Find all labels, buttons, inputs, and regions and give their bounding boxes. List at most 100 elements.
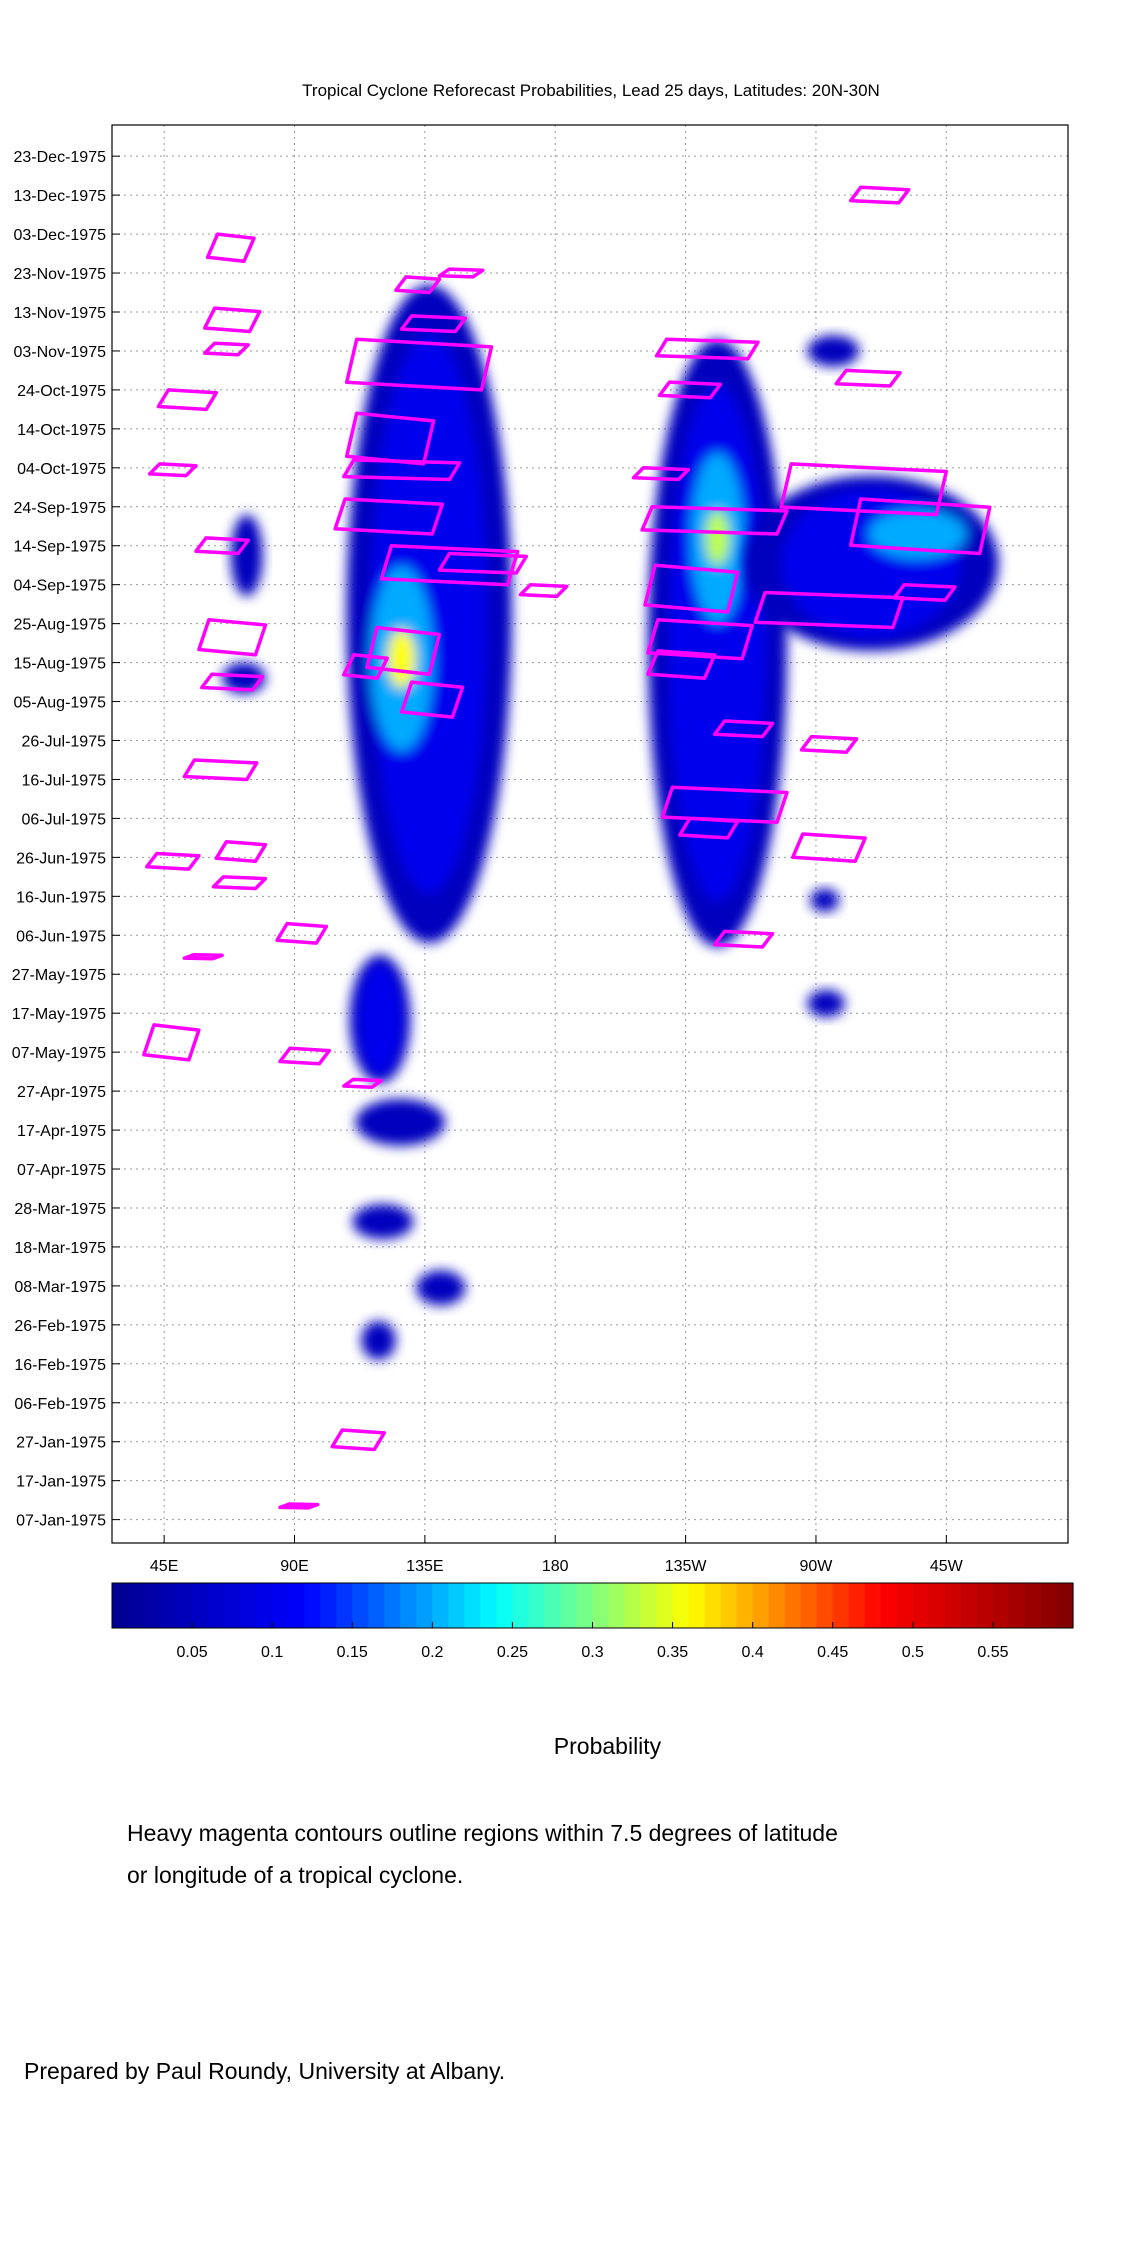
region-peak	[387, 629, 416, 689]
colorbar-segment	[208, 1583, 225, 1628]
probability-region	[647, 339, 787, 947]
colorbar-tick-label: 0.2	[421, 1644, 443, 1661]
tc-contour	[631, 466, 691, 482]
colorbar-segment	[704, 1583, 722, 1628]
x-tick-label: 90E	[280, 1558, 308, 1575]
y-tick-label: 27-Apr-1975	[17, 1084, 106, 1101]
y-tick-label: 14-Sep-1975	[13, 539, 106, 556]
colorbar-segment	[736, 1583, 754, 1628]
probability-region	[810, 888, 840, 912]
y-tick-label: 05-Aug-1975	[13, 695, 106, 712]
colorbar-segment	[256, 1583, 273, 1628]
colorbar-segment	[1056, 1583, 1074, 1628]
region-mid	[358, 964, 402, 1074]
tc-contour	[202, 306, 262, 334]
tc-contour	[892, 582, 957, 603]
colorbar-segment	[864, 1583, 882, 1628]
tc-contour	[142, 1023, 201, 1062]
tc-contour	[660, 785, 789, 825]
colorbar-tick-label: 0.35	[657, 1644, 688, 1661]
y-tick-label: 16-Jun-1975	[16, 889, 106, 906]
tc-contour	[753, 590, 905, 630]
colorbar-segment	[880, 1583, 898, 1628]
y-tick-label: 07-Apr-1975	[17, 1162, 106, 1179]
region-base	[230, 514, 263, 597]
tc-contour	[342, 653, 389, 680]
y-tick-label: 28-Mar-1975	[14, 1201, 106, 1218]
colorbar-label: Probability	[553, 1733, 662, 1759]
region-base	[807, 335, 860, 367]
tc-contour	[518, 582, 569, 599]
colorbar-segment	[688, 1583, 706, 1628]
region-base	[810, 888, 840, 912]
tc-contour	[365, 625, 442, 677]
y-tick-label: 14-Oct-1975	[17, 422, 106, 439]
y-tick-label: 18-Mar-1975	[14, 1240, 106, 1257]
colorbar-segment	[480, 1583, 497, 1628]
tc-contour	[211, 875, 268, 891]
y-tick-label: 06-Jul-1975	[22, 811, 107, 828]
colorbar-segment	[832, 1583, 850, 1628]
colorbar-segment	[368, 1583, 385, 1628]
colorbar-segment	[336, 1583, 353, 1628]
colorbar-tick-label: 0.55	[977, 1644, 1008, 1661]
tc-contour	[182, 953, 224, 961]
colorbar-segment	[1024, 1583, 1042, 1628]
probability-region	[355, 1098, 446, 1146]
y-tick-label: 07-Jan-1975	[16, 1513, 106, 1530]
colorbar-segment	[544, 1583, 562, 1628]
colorbar-segment	[512, 1583, 530, 1628]
colorbar-segment	[352, 1583, 369, 1628]
tc-contour	[646, 617, 754, 661]
tc-contour	[278, 1502, 320, 1510]
x-tick-label: 180	[542, 1558, 569, 1575]
region-base	[361, 1320, 396, 1360]
region-base	[352, 1204, 414, 1240]
plot-frame	[111, 124, 1069, 1544]
colorbar-segment	[928, 1583, 946, 1628]
tc-contour	[205, 232, 256, 264]
y-tick-label: 25-Aug-1975	[13, 617, 106, 634]
chart-title: Tropical Cyclone Reforecast Probabilitie…	[302, 81, 880, 100]
colorbar-segment	[912, 1583, 930, 1628]
colorbar-tick-label: 0.4	[742, 1644, 764, 1661]
colorbar-segment	[528, 1583, 546, 1628]
axes: 45E 90E 135E 180 135W 90W 45W 23-Dec-1975 13-Dec…	[12, 149, 964, 1575]
colorbar-tick-label: 0.3	[581, 1644, 603, 1661]
colorbar-segment	[784, 1583, 802, 1628]
region-base	[807, 989, 845, 1018]
tc-contour	[379, 543, 520, 587]
tc-contour	[678, 816, 740, 840]
footnote-line-2: or longitude of a tropical cyclone.	[127, 1862, 464, 1888]
probability-region	[230, 514, 263, 597]
x-tick-label: 90W	[800, 1558, 834, 1575]
colorbar-segment	[592, 1583, 610, 1628]
colorbar-segment	[960, 1583, 978, 1628]
colorbar-segment	[816, 1583, 834, 1628]
tc-contour	[640, 505, 789, 536]
colorbar-segment	[576, 1583, 594, 1628]
probability-region	[807, 989, 845, 1018]
probability-region	[352, 1204, 414, 1240]
y-tick-label: 06-Feb-1975	[14, 1396, 106, 1413]
x-tick-label: 45W	[930, 1558, 964, 1575]
colorbar-segment	[112, 1583, 129, 1628]
tc-contour	[646, 649, 717, 680]
tc-contour	[200, 672, 265, 692]
colorbar-tick-label: 0.25	[497, 1644, 528, 1661]
footnote-line-1: Heavy magenta contours outline regions w…	[127, 1820, 838, 1846]
plot-area	[112, 125, 1068, 1543]
colorbar-segment	[224, 1583, 241, 1628]
tc-contour	[799, 734, 859, 754]
y-tick-label: 04-Sep-1975	[13, 578, 106, 595]
y-tick-label: 26-Feb-1975	[14, 1318, 106, 1335]
region-base	[355, 1098, 446, 1146]
colorbar-segment	[752, 1583, 770, 1628]
y-tick-label: 13-Dec-1975	[14, 188, 107, 205]
colorbar-segment	[768, 1583, 786, 1628]
x-tick-label: 135E	[406, 1558, 443, 1575]
x-tick-label: 45E	[150, 1558, 178, 1575]
colorbar-segment	[896, 1583, 914, 1628]
y-tick-label: 17-Apr-1975	[17, 1123, 106, 1140]
tc-contour	[202, 341, 250, 357]
